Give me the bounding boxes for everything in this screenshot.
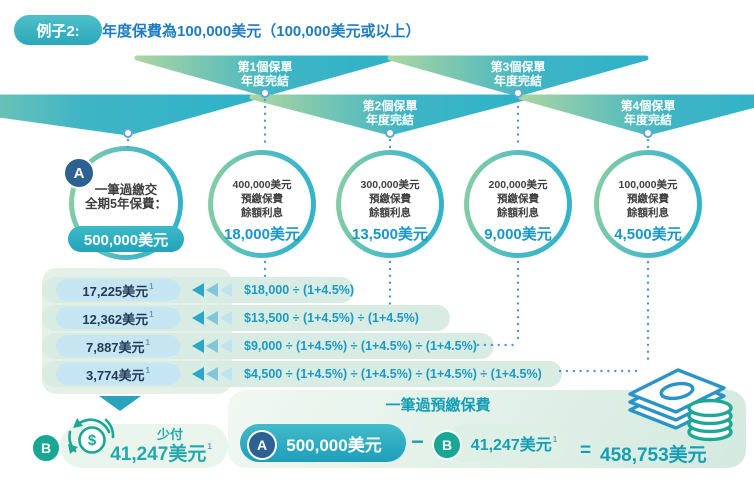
triple-left-chevron-icon	[192, 339, 232, 353]
dollar-symbol: $	[88, 432, 97, 449]
badge-b: B	[31, 433, 61, 463]
year1-line1: 400,000美元	[232, 179, 292, 191]
row3-value-pill: 7,887美元 1	[56, 335, 180, 357]
year2-line3: 餘額利息	[369, 207, 411, 219]
down-triangle-icon	[99, 396, 141, 411]
lump-sum-line2: 全期5年保費：	[85, 197, 167, 211]
row4-value: 3,774美元	[86, 367, 145, 383]
milestone-year3: 第3個保單 年度完結	[463, 60, 573, 88]
summary-badge-b: B	[432, 430, 462, 460]
triple-left-chevron-icon	[192, 367, 232, 381]
year3-line1: 200,000美元	[488, 179, 548, 191]
ribbon-chevron-year4	[517, 94, 754, 136]
circle-year2: 300,000美元 預繳保費 餘額利息 13,500美元	[336, 150, 444, 258]
lump-sum-line1: 一筆過繳交	[94, 183, 158, 197]
savings-footnote: 1	[207, 441, 212, 451]
row2-formula: $13,500 ÷ (1+4.5%) ÷ (1+4.5%)	[244, 311, 419, 325]
calc-row-2: 12,362美元 1 $13,500 ÷ (1+4.5%) ÷ (1+4.5%)	[42, 305, 450, 331]
year2-interest: 13,500美元	[352, 226, 428, 243]
triple-left-chevron-icon	[192, 311, 232, 325]
milestone-year2-line1: 第2個保單	[362, 99, 418, 113]
milestone-year1-line2: 年度完結	[240, 74, 289, 88]
milestone-year1-line1: 第1個保單	[237, 60, 293, 74]
row4-footnote: 1	[145, 365, 150, 375]
row3-footnote: 1	[145, 337, 150, 347]
dollar-refresh-icon: $	[68, 418, 115, 454]
year4-line2: 預繳保費	[627, 193, 669, 205]
year3-line2: 預繳保費	[497, 193, 539, 205]
row4-value-pill: 3,774美元 1	[56, 363, 180, 385]
equals-operator: =	[580, 440, 592, 461]
row1-value-pill: 17,225美元 1	[56, 279, 180, 301]
summary-title: 一筆過預繳保費	[385, 397, 491, 414]
calc-row-4: 3,774美元 1 $4,500 ÷ (1+4.5%) ÷ (1+4.5%) ÷ …	[42, 361, 562, 387]
year4-line3: 餘額利息	[627, 207, 669, 219]
milestone-year4-line1: 第4個保單	[620, 99, 676, 113]
row2-value: 12,362美元	[82, 311, 149, 327]
milestone-year1: 第1個保單 年度完結	[210, 60, 320, 88]
milestone-year2-line2: 年度完結	[365, 113, 414, 127]
row2-footnote: 1	[149, 309, 154, 319]
row4-formula: $4,500 ÷ (1+4.5%) ÷ (1+4.5%) ÷ (1+4.5%) …	[244, 367, 542, 381]
lump-sum-amount-pill: 500,000美元	[68, 226, 184, 252]
year1-line2: 預繳保費	[241, 193, 283, 205]
year2-line2: 預繳保費	[369, 193, 411, 205]
summary-badge-a: A	[247, 430, 277, 460]
circle-year4: 100,000美元 預繳保費 餘額利息 4,500美元	[594, 150, 702, 258]
savings-amount: 41,247美元1	[94, 439, 228, 466]
savings-amount-value: 41,247美元	[110, 444, 207, 465]
minus-operator: −	[411, 429, 424, 454]
year2-line1: 300,000美元	[360, 179, 420, 191]
row1-value: 17,225美元	[82, 283, 149, 299]
milestone-year3-line1: 第3個保單	[490, 60, 546, 74]
ribbon-chevron-year1	[134, 55, 396, 97]
circle-year3: 200,000美元 預繳保費 餘額利息 9,000美元	[464, 150, 572, 258]
page-title: 年度保費為100,000美元（100,000美元或以上）	[102, 22, 421, 40]
example-badge: 例子2:	[14, 15, 102, 45]
year4-line1: 100,000美元	[618, 179, 678, 191]
year4-interest: 4,500美元	[614, 226, 682, 243]
milestone-year2: 第2個保單 年度完結	[335, 99, 445, 127]
badge-a: A	[63, 157, 95, 189]
year1-line3: 餘額利息	[241, 207, 283, 219]
year1-interest: 18,000美元	[224, 226, 300, 243]
circle-year1: 400,000美元 預繳保費 餘額利息 18,000美元	[208, 150, 316, 258]
money-stack-icon	[628, 368, 733, 442]
row1-formula: $18,000 ÷ (1+4.5%)	[244, 283, 355, 297]
savings-label: 少付	[156, 427, 183, 442]
summary-b-pill: 41,247美元 1	[446, 424, 568, 462]
ribbon-chevron-start	[0, 94, 259, 136]
row3-formula: $9,000 ÷ (1+4.5%) ÷ (1+4.5%) ÷ (1+4.5%)	[244, 339, 477, 353]
milestone-year4: 第4個保單 年度完結	[593, 99, 703, 127]
row1-footnote: 1	[149, 281, 154, 291]
year3-line3: 餘額利息	[497, 207, 539, 219]
year3-interest: 9,000美元	[484, 226, 552, 243]
summary-a-amount: 500,000美元	[286, 435, 382, 455]
summary-result: 458,753美元	[600, 445, 707, 466]
summary-b-footnote: 1	[552, 434, 558, 444]
triple-left-chevron-icon	[192, 283, 232, 297]
summary-b-amount: 41,247美元	[470, 437, 552, 454]
ribbon-chevron-year3	[387, 55, 649, 97]
ribbon-chevron-year2	[249, 94, 531, 136]
timeline-ribbon	[0, 55, 754, 136]
milestone-year3-line2: 年度完結	[493, 74, 542, 88]
row3-value: 7,887美元	[86, 339, 145, 355]
calc-row-1: 17,225美元 1 $18,000 ÷ (1+4.5%)	[42, 277, 354, 303]
row2-value-pill: 12,362美元 1	[56, 307, 180, 329]
calc-row-3: 7,887美元 1 $9,000 ÷ (1+4.5%) ÷ (1+4.5%) ÷ …	[42, 333, 494, 359]
milestone-year4-line2: 年度完結	[623, 113, 672, 127]
